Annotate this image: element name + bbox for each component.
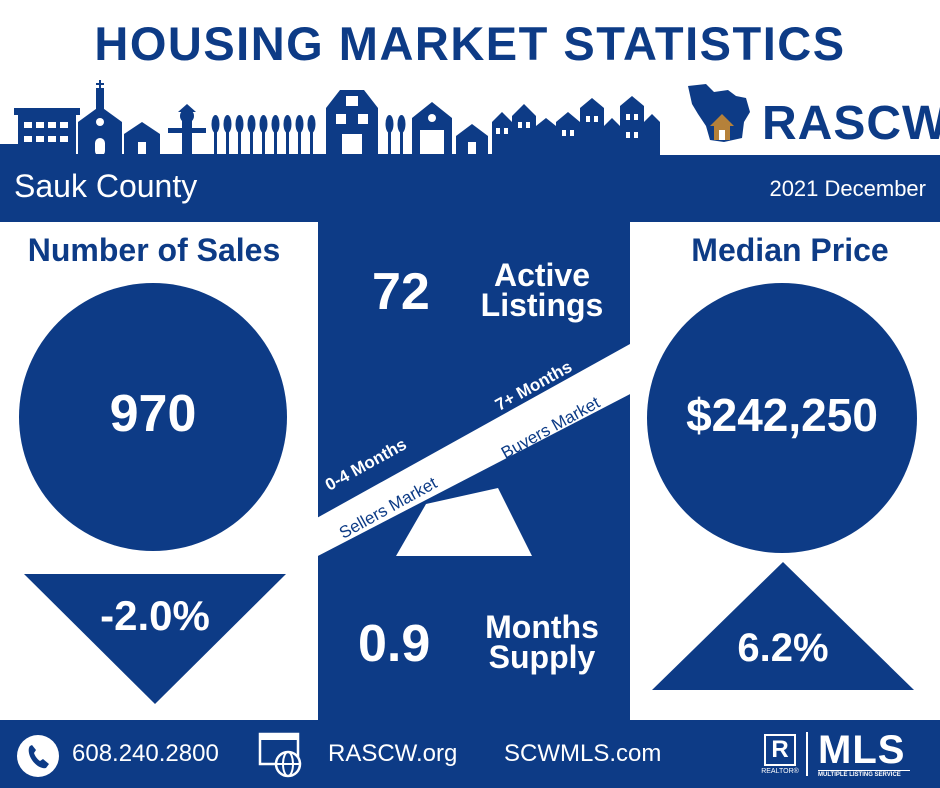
listings-label: Active Listings: [472, 257, 612, 323]
brand-logo: RASCW: [762, 97, 940, 150]
price-value: $242,250: [686, 389, 878, 441]
period-label: 2021 December: [769, 176, 926, 201]
web-icon: [258, 732, 302, 778]
sales-down-arrow: [24, 574, 286, 704]
house-icon: [710, 114, 734, 140]
site-scwmls-link[interactable]: SCWMLS.com: [504, 740, 662, 767]
supply-label: Months Supply: [472, 609, 612, 675]
phone-number[interactable]: 608.240.2800: [72, 740, 219, 767]
mls-caption: MULTIPLE LISTING SERVICE: [818, 770, 910, 778]
price-change: 6.2%: [737, 626, 829, 670]
price-title: Median Price: [691, 232, 889, 268]
listings-label-line2: Listings: [480, 287, 604, 323]
realtor-caption: REALTOR®: [761, 768, 799, 775]
county-label: Sauk County: [14, 168, 198, 204]
wisconsin-map-icon: [688, 84, 750, 142]
listings-label-line1: Active: [493, 257, 591, 293]
price-circle: [647, 283, 917, 553]
supply-value: 0.9: [358, 615, 431, 673]
sales-circle: [19, 283, 287, 551]
listings-value: 72: [372, 263, 430, 321]
mls-logo: MLS: [818, 728, 906, 772]
site-rascw-link[interactable]: RASCW.org: [328, 740, 458, 767]
sales-value: 970: [109, 385, 197, 443]
phone-icon: [17, 735, 59, 777]
location-band: [0, 155, 940, 222]
market-seesaw: [306, 344, 638, 558]
footer-bar: [0, 720, 940, 788]
supply-label-line1: Months: [485, 609, 599, 645]
sales-title: Number of Sales: [27, 232, 281, 268]
sales-change: -2.0%: [100, 592, 210, 639]
town-skyline-illustration: [0, 80, 660, 156]
realtor-logo: R: [764, 734, 796, 766]
footer-divider: [806, 732, 808, 776]
supply-label-line2: Supply: [488, 639, 596, 675]
page-title: HOUSING MARKET STATISTICS: [94, 17, 846, 70]
price-up-arrow: [652, 562, 914, 690]
